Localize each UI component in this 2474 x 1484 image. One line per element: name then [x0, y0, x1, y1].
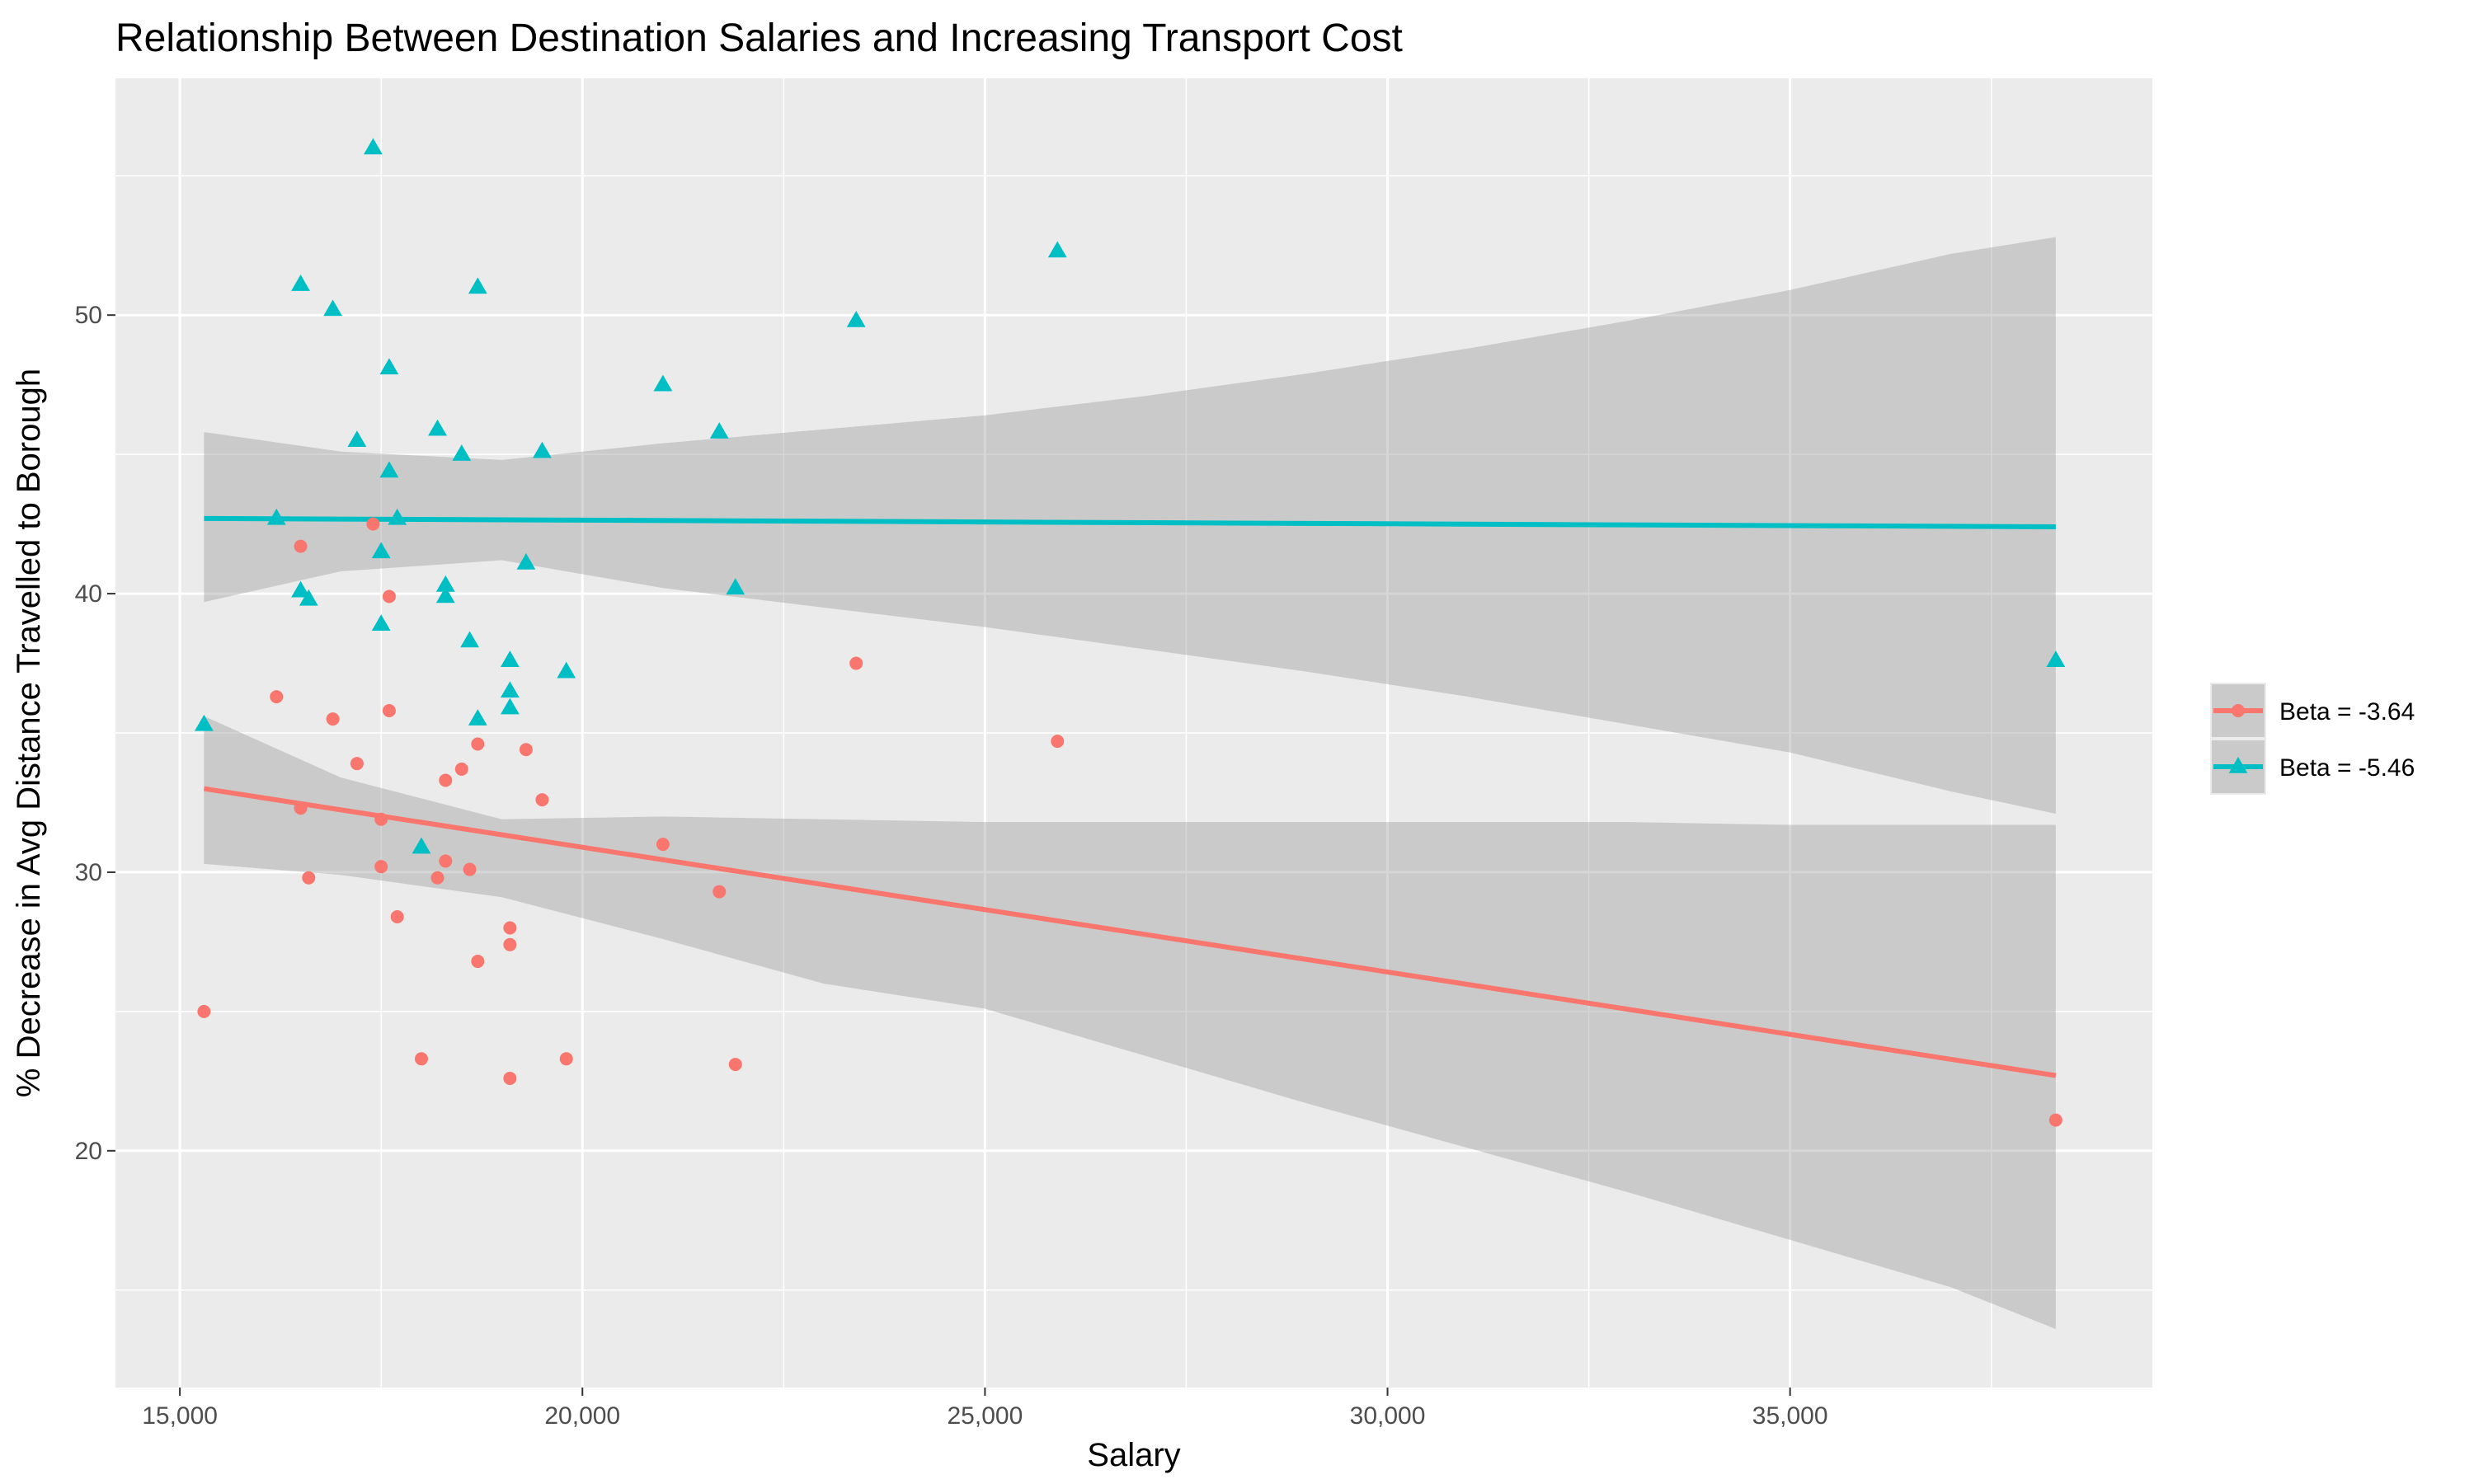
x-tick-label: 30,000: [1350, 1402, 1426, 1430]
data-point: [454, 762, 468, 776]
data-point: [270, 690, 284, 704]
data-point: [849, 656, 863, 670]
data-point: [2046, 650, 2066, 667]
y-axis-ticks: 20 30 40 50: [75, 302, 115, 1165]
x-tick-label: 25,000: [948, 1402, 1023, 1430]
data-point: [2048, 1113, 2062, 1127]
data-point: [516, 552, 536, 570]
data-point: [846, 310, 866, 327]
data-point: [653, 374, 673, 392]
data-point: [557, 661, 576, 679]
legend-label: Beta = -5.46: [2279, 754, 2415, 782]
data-point: [439, 773, 453, 787]
data-point: [728, 1058, 742, 1072]
fit-line: [204, 515, 2056, 529]
fit-line: [203, 786, 2057, 1078]
data-point: [503, 937, 517, 951]
legend-key-marker: [2232, 704, 2245, 717]
data-point: [519, 743, 533, 757]
data-point: [468, 709, 487, 726]
data-point: [503, 921, 517, 935]
y-axis-title: % Decrease in Avg Distance Travelled to …: [11, 369, 47, 1097]
data-point: [412, 837, 431, 854]
data-point: [1051, 735, 1065, 749]
data-point: [194, 714, 214, 731]
grid-minor: [115, 78, 2152, 1388]
data-point: [559, 1052, 573, 1066]
data-point: [471, 737, 485, 751]
data-point: [374, 812, 388, 826]
x-tick-label: 35,000: [1752, 1402, 1828, 1430]
data-point: [294, 539, 308, 553]
confidence-band: [204, 716, 2056, 1329]
data-point: [366, 517, 380, 531]
data-point: [452, 444, 472, 461]
x-axis-ticks: 15,000 20,000 25,000 30,000 35,000: [142, 1388, 1828, 1430]
data-point: [299, 589, 318, 606]
data-point: [390, 909, 404, 923]
y-tick-label: 20: [75, 1138, 102, 1165]
data-point: [371, 614, 391, 632]
data-point: [323, 299, 342, 317]
data-point: [430, 871, 444, 885]
legend-label: Beta = -3.64: [2279, 698, 2415, 726]
data-point: [656, 838, 670, 852]
data-point: [1047, 241, 1067, 258]
confidence-band: [204, 237, 2056, 815]
data-point: [535, 793, 549, 807]
data-point: [709, 422, 729, 439]
data-point: [197, 1004, 211, 1018]
data-point: [463, 862, 477, 876]
data-point: [428, 419, 447, 436]
data-point: [503, 1071, 517, 1085]
data-point: [468, 277, 487, 294]
data-point: [460, 631, 479, 648]
x-tick-label: 20,000: [544, 1402, 620, 1430]
data-point: [726, 578, 745, 595]
y-tick-label: 30: [75, 859, 102, 886]
y-tick-label: 40: [75, 580, 102, 608]
data-point: [388, 508, 407, 525]
confidence-bands: [204, 237, 2056, 1329]
data-point: [382, 703, 396, 717]
data-point: [294, 801, 308, 815]
data-point: [350, 757, 364, 771]
data-point: [435, 575, 455, 592]
data-point: [713, 885, 727, 899]
data-point: [379, 358, 399, 375]
y-tick-label: 50: [75, 302, 102, 329]
data-point: [371, 542, 391, 559]
fit-lines: [203, 515, 2057, 1078]
data-point: [379, 461, 399, 478]
data-point: [382, 589, 396, 603]
data-point: [326, 712, 340, 726]
x-tick-label: 15,000: [142, 1402, 218, 1430]
data-point: [500, 650, 520, 667]
data-point: [533, 441, 552, 458]
chart-title: Relationship Between Destination Salarie…: [115, 16, 1403, 60]
data-point: [302, 871, 316, 885]
data-point: [471, 955, 485, 969]
x-axis-title: Salary: [1087, 1437, 1180, 1473]
data-point: [414, 1052, 428, 1066]
data-point: [364, 138, 383, 155]
data-point: [347, 430, 367, 448]
data-point: [266, 508, 286, 525]
data-point: [374, 860, 388, 874]
data-point: [291, 275, 310, 291]
data-point: [435, 586, 455, 603]
data-point: [291, 580, 310, 598]
data-point: [500, 681, 520, 698]
grid-major: [115, 78, 2152, 1388]
data-point: [500, 697, 520, 715]
data-point: [439, 854, 453, 868]
data-points: [194, 138, 2066, 1127]
legend: Beta = -3.64 Beta = -5.46: [2210, 683, 2415, 795]
legend-key-marker: [2228, 757, 2248, 773]
